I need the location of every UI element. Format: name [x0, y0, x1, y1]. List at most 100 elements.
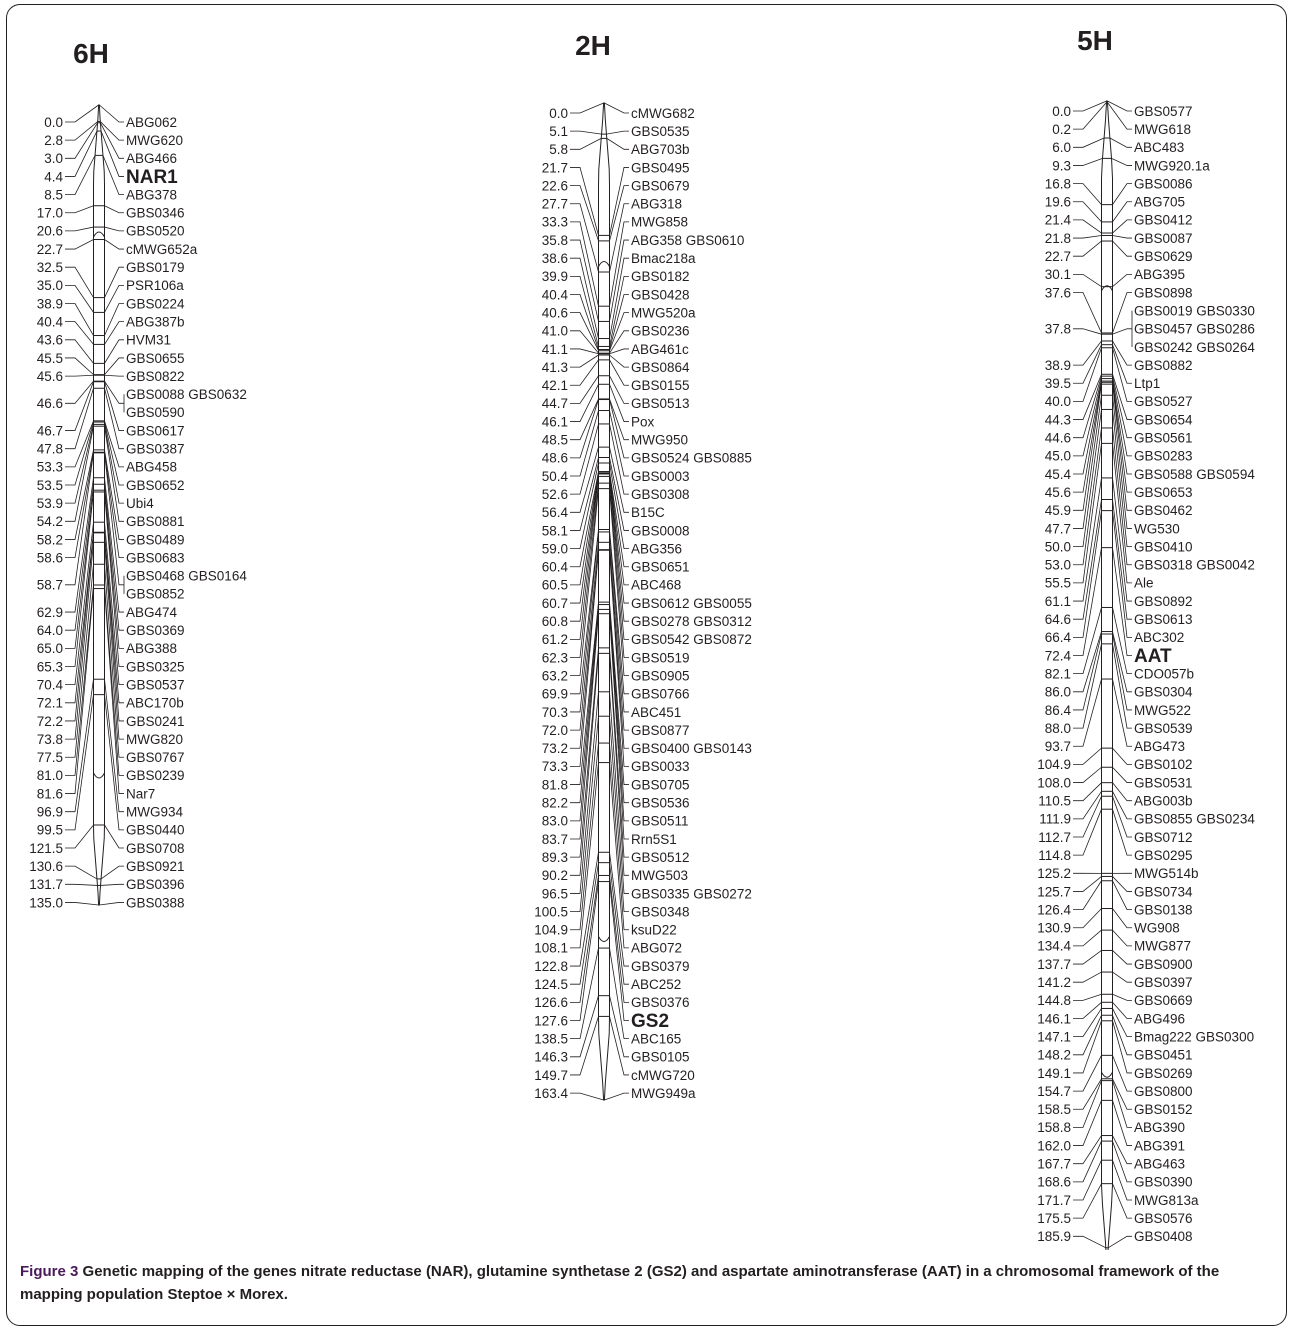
marker-row: 38.9 GBS0224 — [37, 296, 185, 337]
map-position: 96.5 — [542, 886, 568, 901]
map-position: 40.4 — [542, 287, 569, 302]
map-position: 9.3 — [1052, 158, 1071, 173]
map-position: 185.9 — [1037, 1229, 1071, 1244]
marker-connector — [1112, 631, 1132, 693]
map-position: 73.2 — [542, 741, 568, 756]
position-connector — [1073, 328, 1102, 335]
marker-connector — [609, 359, 629, 386]
marker-connector — [609, 399, 629, 459]
map-position: 44.3 — [1045, 412, 1071, 427]
position-connector — [65, 205, 94, 214]
position-connector — [1073, 782, 1102, 802]
marker-label: GBS0400 GBS0143 — [631, 741, 752, 756]
position-connector — [65, 424, 94, 504]
map-position: 162.0 — [1037, 1138, 1071, 1153]
marker-label: GBS0088 GBS0632 — [126, 387, 247, 402]
marker-connector — [1112, 183, 1132, 205]
map-position: 53.0 — [1045, 558, 1071, 573]
map-position: 66.4 — [1045, 630, 1072, 645]
map-position: 16.8 — [1045, 176, 1071, 191]
position-connector — [1073, 1008, 1102, 1038]
marker-connector — [609, 476, 629, 640]
marker-label: GBS0348 — [631, 904, 690, 919]
position-connector — [65, 490, 94, 649]
centromere-mark — [598, 936, 610, 942]
marker-label: GBS0539 — [1134, 721, 1193, 736]
marker-label: GBS0410 — [1134, 539, 1193, 554]
marker-connector — [1112, 510, 1132, 638]
marker-connector — [1112, 499, 1132, 620]
marker-row: 53.5 GBS0652 — [37, 421, 185, 493]
marker-connector — [609, 398, 629, 441]
map-position: 138.5 — [534, 1031, 568, 1046]
position-connector — [1073, 1020, 1102, 1074]
marker-connector — [1112, 766, 1132, 783]
marker-connector — [104, 542, 124, 740]
marker-label: GBS0224 — [126, 296, 185, 311]
marker-row: 22.7 GBS0629 — [1045, 240, 1193, 264]
marker-row: 135.0 GBS0388 — [29, 895, 184, 910]
position-connector — [65, 588, 94, 794]
map-position: 88.0 — [1045, 721, 1071, 736]
position-connector — [1073, 971, 1102, 983]
marker-connector — [609, 604, 629, 804]
map-position: 111.9 — [1039, 812, 1071, 827]
marker-row: 163.4 MWG949a — [534, 1086, 696, 1101]
chromosome-title: 5H — [1077, 25, 1113, 56]
map-position: 45.4 — [1045, 467, 1072, 482]
marker-connector — [99, 104, 124, 123]
position-connector — [570, 138, 602, 150]
marker-row: 69.9 GBS0766 — [542, 529, 690, 702]
position-connector — [570, 203, 599, 273]
position-connector — [570, 348, 599, 355]
marker-label: ABG378 — [126, 187, 177, 202]
position-connector — [1073, 1078, 1102, 1110]
map-position: 62.3 — [542, 650, 568, 665]
marker-label: ABC165 — [631, 1031, 681, 1046]
marker-row: 39.9 GBS0182 — [542, 269, 690, 347]
marker-connector — [609, 447, 629, 513]
marker-row: 96.5 GBS0335 GBS0272 — [542, 691, 752, 901]
map-position: 121.5 — [29, 841, 63, 856]
caption-label: Figure 3 — [20, 1263, 79, 1280]
marker-connector — [1112, 328, 1132, 335]
marker-row: 60.8 GBS0278 GBS0312 — [542, 473, 752, 629]
marker-row: 72.0 GBS0877 — [542, 541, 690, 738]
position-connector — [1073, 809, 1102, 856]
map-position: 2.8 — [44, 133, 63, 148]
marker-row: 146.3 GBS0105 — [534, 995, 690, 1065]
marker-connector — [1112, 344, 1132, 384]
position-connector — [570, 542, 599, 731]
marker-label: GBS0152 — [1134, 1102, 1193, 1117]
marker-row: 70.3 ABC451 — [542, 531, 681, 720]
map-position: 126.4 — [1037, 902, 1071, 917]
map-position: 99.5 — [37, 823, 63, 838]
position-connector — [65, 532, 94, 704]
marker-row: 146.1 ABG496 — [1037, 1001, 1185, 1026]
marker-connector — [1112, 1008, 1132, 1038]
map-position: 135.0 — [29, 895, 63, 910]
marker-connector — [609, 471, 629, 568]
marker-row: 126.6 GBS0376 — [534, 874, 690, 1010]
map-position: 154.7 — [1037, 1084, 1071, 1099]
marker-label: GBS0613 — [1134, 612, 1193, 627]
position-connector — [570, 330, 599, 354]
position-connector — [65, 564, 94, 758]
marker-label: GBS0577 — [1134, 104, 1193, 119]
marker-label: GBS0654 — [1134, 412, 1193, 427]
marker-label: GBS0855 GBS0234 — [1134, 812, 1255, 827]
map-position: 89.3 — [542, 850, 568, 865]
map-position: 30.1 — [1045, 267, 1071, 282]
map-position: 35.8 — [542, 233, 568, 248]
position-connector — [570, 257, 599, 339]
marker-label: GBS0387 — [126, 442, 185, 457]
position-connector — [1073, 631, 1102, 693]
map-position: 72.0 — [542, 723, 568, 738]
map-position: 22.7 — [37, 242, 63, 257]
marker-row: 55.5 Ale — [1045, 442, 1154, 591]
marker-label: ABG391 — [1134, 1138, 1185, 1153]
marker-label: MWG618 — [1134, 122, 1191, 137]
position-connector — [65, 121, 98, 141]
map-position: 108.1 — [534, 941, 568, 956]
position-connector — [570, 130, 602, 135]
